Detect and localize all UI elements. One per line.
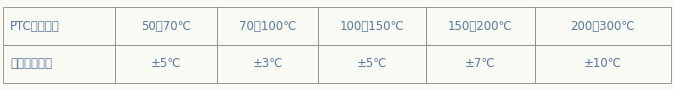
Text: 50～70℃: 50～70℃	[142, 20, 191, 33]
Text: PTC表面温度: PTC表面温度	[10, 20, 60, 33]
Text: ±10℃: ±10℃	[584, 57, 621, 70]
Text: ±5℃: ±5℃	[357, 57, 388, 70]
Text: 温度公差范围: 温度公差范围	[10, 57, 52, 70]
Text: 200～300℃: 200～300℃	[570, 20, 635, 33]
Bar	[427, 45, 534, 83]
Bar	[3, 7, 115, 45]
Bar	[115, 45, 217, 83]
Bar	[217, 45, 318, 83]
Bar	[534, 45, 671, 83]
Bar	[427, 7, 534, 45]
Bar	[534, 7, 671, 45]
Bar	[318, 7, 427, 45]
Bar	[115, 7, 217, 45]
Text: ±7℃: ±7℃	[465, 57, 496, 70]
Bar	[318, 45, 427, 83]
Bar	[3, 45, 115, 83]
Text: ±3℃: ±3℃	[252, 57, 283, 70]
Text: 100～150℃: 100～150℃	[340, 20, 405, 33]
Text: ±5℃: ±5℃	[151, 57, 181, 70]
Text: 150～200℃: 150～200℃	[448, 20, 513, 33]
Text: 70～100℃: 70～100℃	[239, 20, 297, 33]
Bar	[217, 7, 318, 45]
